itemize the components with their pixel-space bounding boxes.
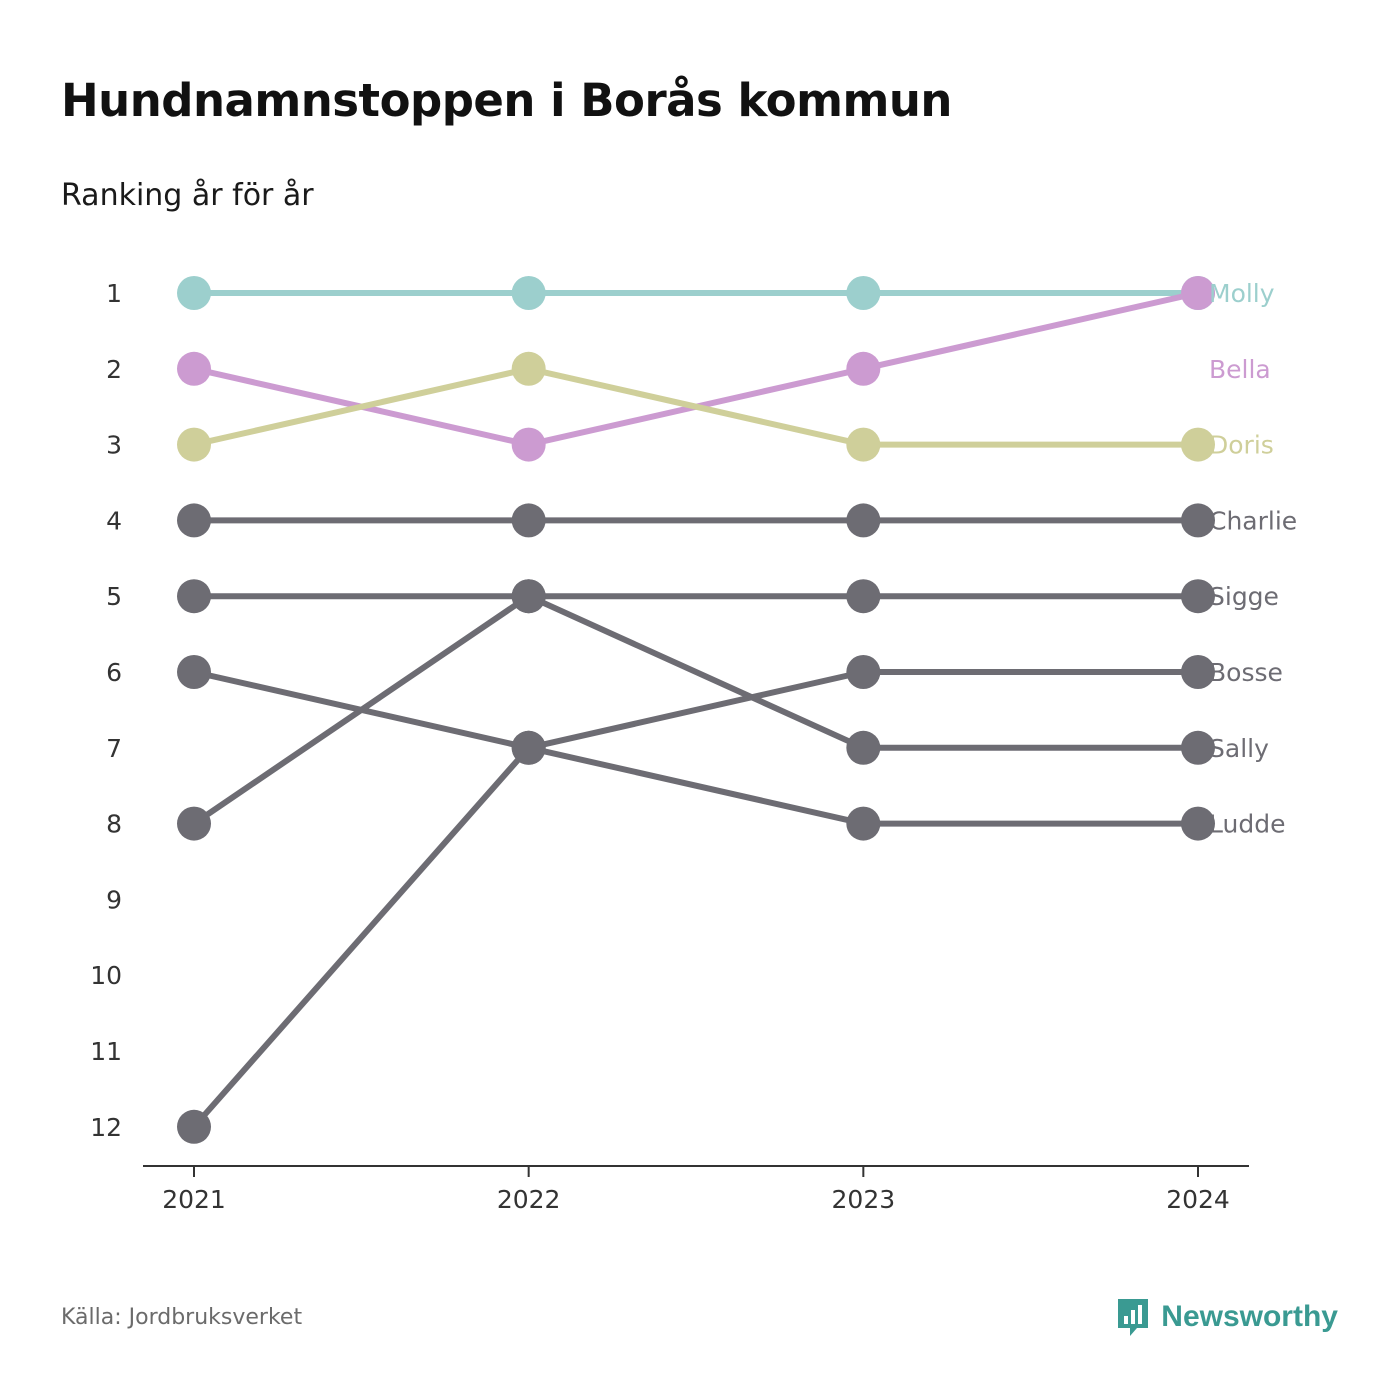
point-molly-2021 <box>177 276 211 310</box>
x-tick-label: 2021 <box>162 1185 226 1214</box>
series-label-bosse: Bosse <box>1209 658 1283 687</box>
point-bosse-2021 <box>177 1109 211 1144</box>
series-labels: Charlie Sigge Bosse Sally Ludde Molly Bella Dor… <box>1209 279 1297 839</box>
point-sally-2021 <box>177 579 211 614</box>
series-label-bella: Bella <box>1209 355 1271 384</box>
point-sigge-2024 <box>1181 579 1215 614</box>
point-charlie-2023 <box>846 503 881 538</box>
point-charlie-2022 <box>511 503 546 538</box>
point-bella-2024 <box>1181 276 1215 310</box>
y-tick-label: 4 <box>106 506 122 535</box>
point-ludde-2024 <box>1181 806 1215 841</box>
point-sally-2022 <box>511 579 546 614</box>
y-tick-label: 3 <box>106 431 122 460</box>
series-line-ludde <box>193 669 1198 827</box>
point-ludde-2021 <box>177 655 211 689</box>
series-line-bosse <box>191 669 1198 1129</box>
series-label-molly: Molly <box>1209 279 1275 308</box>
point-doris-2024 <box>1181 427 1215 462</box>
point-sally-2024 <box>1181 730 1215 765</box>
y-tick-label: 11 <box>90 1037 122 1066</box>
y-tick-label: 6 <box>106 658 122 687</box>
series-line-doris <box>193 365 1198 448</box>
series-label-sally: Sally <box>1209 734 1269 763</box>
x-tick-label: 2023 <box>832 1185 896 1214</box>
point-bosse-2024 <box>1181 655 1215 689</box>
chart-title: Hundnamnstoppen i Borås kommun <box>61 74 952 127</box>
point-ludde-2023 <box>846 806 881 841</box>
series-label-charlie: Charlie <box>1209 506 1297 535</box>
series-lines <box>191 290 1199 1129</box>
y-tick-label: 2 <box>106 355 122 384</box>
newsworthy-logo-icon <box>1118 1299 1149 1336</box>
x-tick-label: 2024 <box>1166 1185 1230 1214</box>
point-bosse-2023 <box>846 655 881 689</box>
chart-subtitle: Ranking år för år <box>61 178 314 213</box>
point-sigge-2021 <box>177 806 211 841</box>
point-ludde-2022 <box>511 730 546 765</box>
point-doris-2022 <box>511 351 546 386</box>
series-label-ludde: Ludde <box>1209 810 1285 839</box>
series-points <box>177 276 1215 1144</box>
x-axis: 2021 2022 2023 2024 <box>143 1165 1249 1214</box>
series-line-sally <box>194 593 1198 751</box>
point-doris-2021 <box>177 427 211 462</box>
point-charlie-2024 <box>1181 503 1215 538</box>
series-label-doris: Doris <box>1209 431 1274 460</box>
point-bella-2022 <box>511 427 546 462</box>
y-tick-label: 7 <box>106 734 122 763</box>
y-tick-label: 5 <box>106 582 122 611</box>
point-charlie-2021 <box>177 503 211 538</box>
y-tick-label: 9 <box>106 885 122 914</box>
point-sally-2023 <box>846 730 881 765</box>
y-tick-label: 1 <box>106 279 122 308</box>
x-tick-label: 2022 <box>497 1185 561 1214</box>
y-tick-label: 8 <box>106 810 122 839</box>
y-tick-label: 12 <box>90 1113 122 1142</box>
brand-logo: Newsworthy <box>1115 1296 1338 1338</box>
point-molly-2022 <box>511 276 546 310</box>
point-sigge-2023 <box>846 579 881 614</box>
source-note: Källa: Jordbruksverket <box>61 1305 303 1330</box>
y-tick-label: 10 <box>90 961 122 990</box>
point-bella-2021 <box>177 351 211 386</box>
point-bella-2023 <box>846 351 881 386</box>
point-molly-2023 <box>846 276 881 310</box>
series-line-bella <box>193 290 1199 448</box>
series-label-sigge: Sigge <box>1209 582 1279 611</box>
brand-name: Newsworthy <box>1161 1300 1338 1333</box>
point-doris-2023 <box>846 427 881 462</box>
